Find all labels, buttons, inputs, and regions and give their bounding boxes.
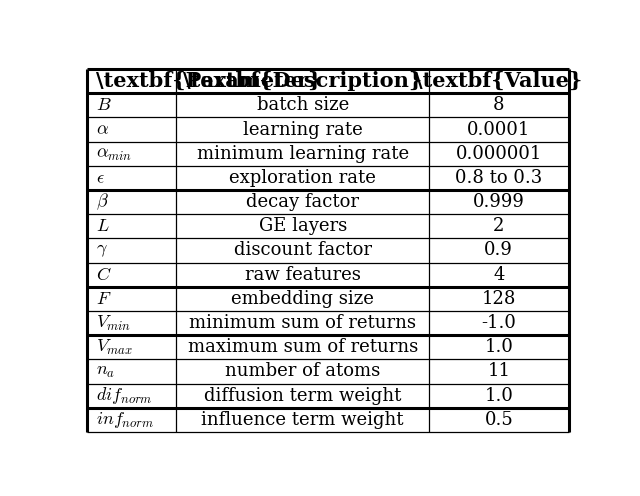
Text: 8: 8 xyxy=(493,96,504,115)
Text: 0.000001: 0.000001 xyxy=(456,145,542,163)
Text: 128: 128 xyxy=(482,290,516,308)
Text: exploration rate: exploration rate xyxy=(229,169,376,187)
Text: $V_{max}$: $V_{max}$ xyxy=(96,338,133,357)
Text: 1.0: 1.0 xyxy=(484,338,513,356)
Text: $\gamma$: $\gamma$ xyxy=(96,242,108,259)
Text: GE layers: GE layers xyxy=(259,217,347,235)
Text: $\alpha_{min}$: $\alpha_{min}$ xyxy=(96,145,132,163)
Text: \textbf{Parameter}: \textbf{Parameter} xyxy=(96,71,321,91)
Text: 2: 2 xyxy=(493,217,504,235)
Text: $C$: $C$ xyxy=(96,266,112,284)
Text: $inf_{norm}$: $inf_{norm}$ xyxy=(96,410,154,430)
Text: 0.8 to 0.3: 0.8 to 0.3 xyxy=(455,169,543,187)
Text: $\epsilon$: $\epsilon$ xyxy=(96,169,105,187)
Text: $n_a$: $n_a$ xyxy=(96,363,115,380)
Text: batch size: batch size xyxy=(257,96,349,115)
Text: 11: 11 xyxy=(487,363,510,380)
Text: $\beta$: $\beta$ xyxy=(96,192,109,212)
Text: $F$: $F$ xyxy=(96,290,111,308)
Text: \textbf{Description}: \textbf{Description} xyxy=(183,71,422,91)
Text: 0.0001: 0.0001 xyxy=(467,121,531,138)
Text: discount factor: discount factor xyxy=(234,242,372,259)
Text: $dif_{norm}$: $dif_{norm}$ xyxy=(96,385,153,406)
Text: learning rate: learning rate xyxy=(243,121,363,138)
Text: influence term weight: influence term weight xyxy=(202,411,404,429)
Text: minimum sum of returns: minimum sum of returns xyxy=(189,314,416,332)
Text: embedding size: embedding size xyxy=(231,290,374,308)
Text: $B$: $B$ xyxy=(96,96,112,115)
Text: 0.5: 0.5 xyxy=(484,411,513,429)
Text: 4: 4 xyxy=(493,266,504,284)
Text: number of atoms: number of atoms xyxy=(225,363,380,380)
Text: $V_{min}$: $V_{min}$ xyxy=(96,313,131,333)
Text: decay factor: decay factor xyxy=(246,193,359,211)
Text: $\alpha$: $\alpha$ xyxy=(96,121,109,138)
Text: 1.0: 1.0 xyxy=(484,386,513,405)
Text: 0.999: 0.999 xyxy=(473,193,525,211)
Text: raw features: raw features xyxy=(245,266,361,284)
Text: maximum sum of returns: maximum sum of returns xyxy=(188,338,418,356)
Text: \textbf{Value}: \textbf{Value} xyxy=(415,71,582,91)
Text: $L$: $L$ xyxy=(96,217,109,235)
Text: minimum learning rate: minimum learning rate xyxy=(196,145,409,163)
Text: -1.0: -1.0 xyxy=(481,314,516,332)
Text: diffusion term weight: diffusion term weight xyxy=(204,386,401,405)
Text: 0.9: 0.9 xyxy=(484,242,513,259)
